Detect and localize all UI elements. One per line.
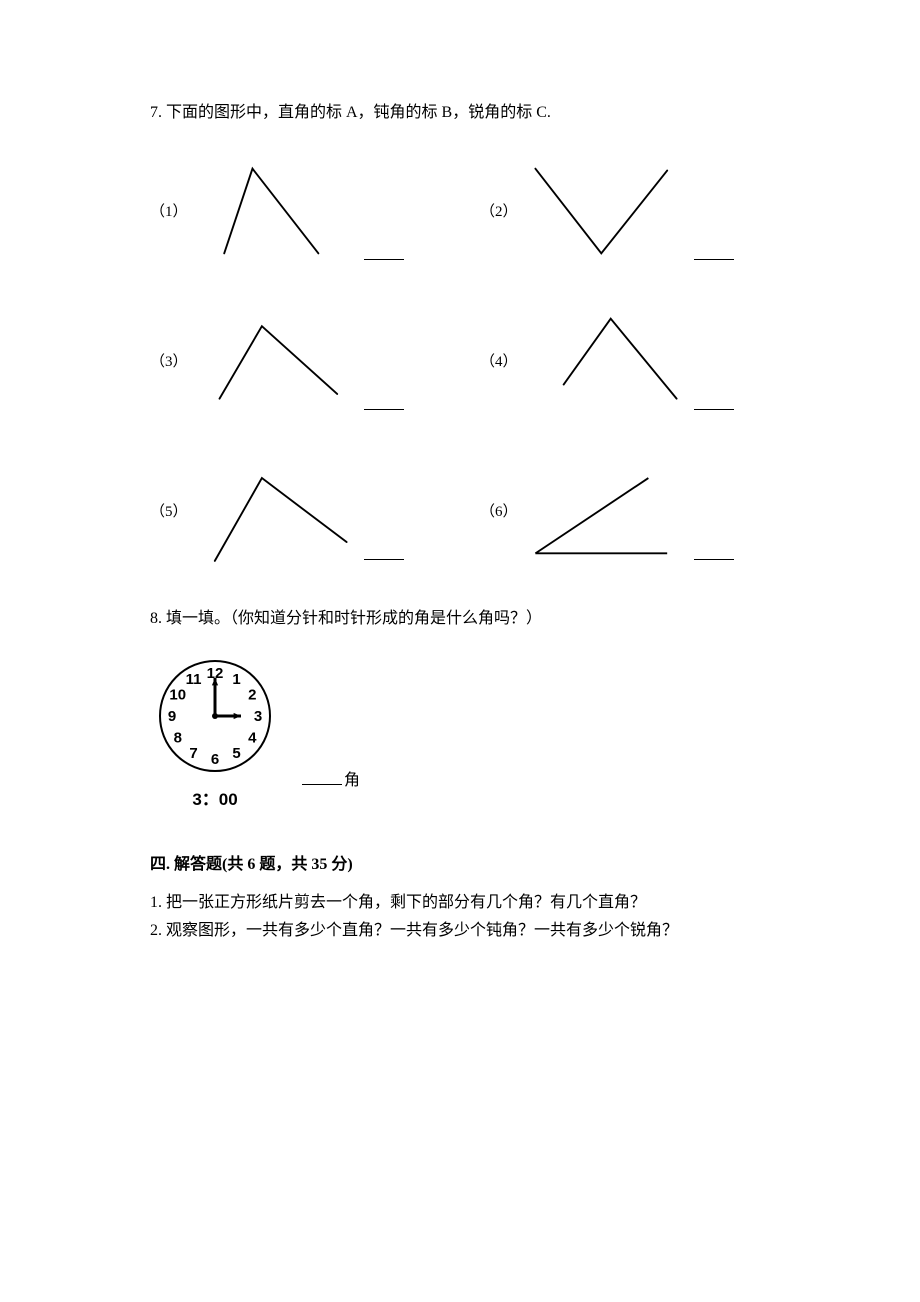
angle-label-6: （6） [480,500,518,521]
section-4-heading: 四. 解答题(共 6 题，共 35 分) [150,850,780,874]
angle-label-1: （1） [150,200,188,221]
angle-label-5: （5） [150,500,188,521]
svg-text:5: 5 [232,745,240,762]
answer-blank-2 [694,243,734,260]
angle-cell-3: （3） [150,306,450,416]
answer-blank-5 [364,543,404,560]
svg-text:8: 8 [174,730,182,747]
angle-label-2: （2） [480,200,518,221]
svg-text:11: 11 [186,671,202,688]
answer-blank-4 [694,393,734,410]
svg-text:10: 10 [169,687,186,704]
answer-blank-6 [694,543,734,560]
angle-cell-6: （6） [480,456,780,566]
answer-blank-3 [364,393,404,410]
svg-text:3: 3 [254,708,262,725]
clock-face-svg: 121234567891011 [150,651,280,781]
angle-svg-6 [526,456,686,566]
angle-svg-4 [526,306,686,416]
worksheet-page: 7. 下面的图形中，直角的标 A，钝角的标 B，锐角的标 C. （1） （2） … [0,0,920,1163]
question-8-text: 8. 填一填。（你知道分针和时针形成的角是什么角吗？） [150,606,780,632]
angle-svg-5 [196,456,356,566]
angle-svg-1 [196,156,356,266]
angle-svg-3 [196,306,356,416]
angle-cell-1: （1） [150,156,450,266]
clock-blank [302,768,342,785]
svg-text:9: 9 [168,708,176,725]
clock-row: 121234567891011 3：00 角 [150,651,780,810]
svg-text:6: 6 [211,751,219,768]
svg-text:2: 2 [248,687,256,704]
angle-label-3: （3） [150,350,188,371]
answer-blank-1 [364,243,404,260]
angles-grid: （1） （2） （3） （4） （5） （6） [150,156,780,566]
clock-time-label: 3：00 [150,785,280,810]
angle-cell-2: （2） [480,156,780,266]
section-4-q2: 2. 观察图形，一共有多少个直角？一共有多少个钝角？一共有多少个锐角？ [150,918,780,944]
svg-text:1: 1 [232,671,240,688]
clock-answer: 角 [300,766,360,790]
angle-cell-4: （4） [480,306,780,416]
question-7-text: 7. 下面的图形中，直角的标 A，钝角的标 B，锐角的标 C. [150,100,780,126]
clock-suffix: 角 [344,772,360,789]
angle-label-4: （4） [480,350,518,371]
section-4-q1: 1. 把一张正方形纸片剪去一个角，剩下的部分有几个角？有几个直角？ [150,890,780,916]
angle-svg-2 [526,156,686,266]
svg-text:7: 7 [189,745,197,762]
angle-cell-5: （5） [150,456,450,566]
svg-text:4: 4 [248,730,257,747]
clock-block: 121234567891011 3：00 [150,651,280,810]
